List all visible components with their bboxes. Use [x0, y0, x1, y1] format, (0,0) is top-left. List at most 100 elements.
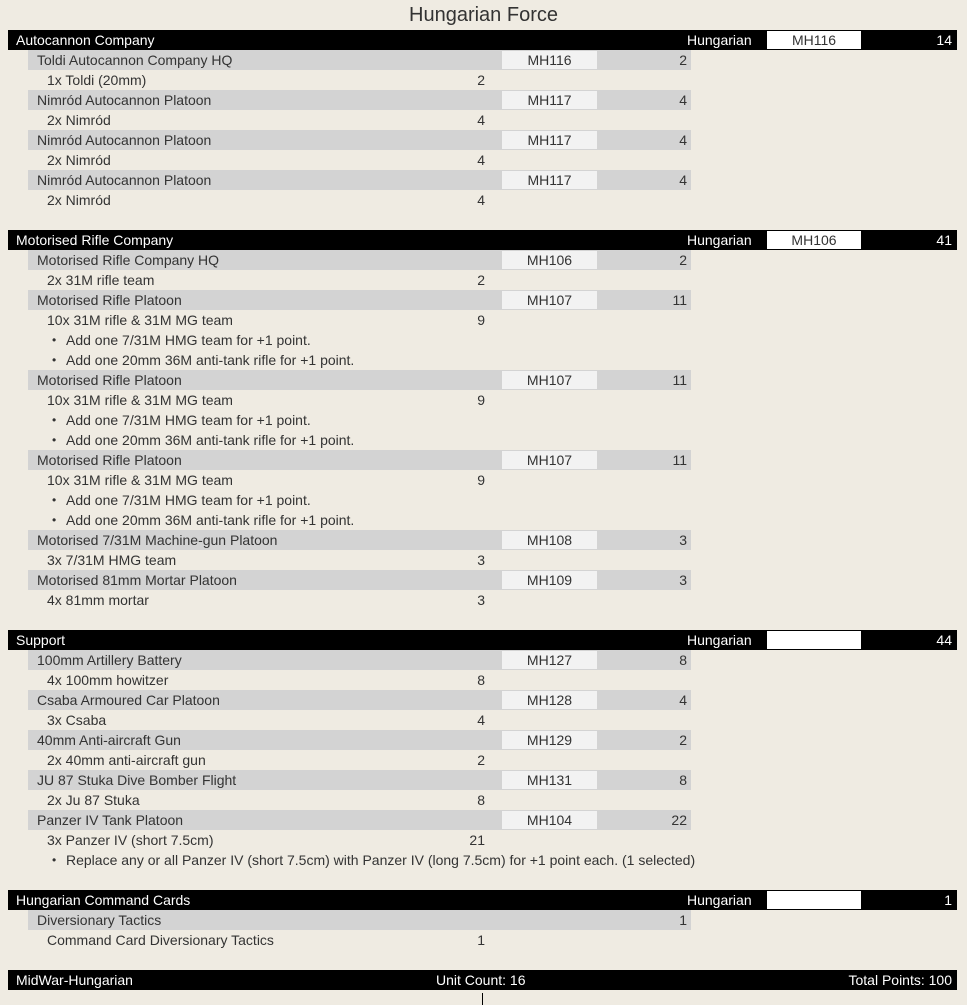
unit-name: 100mm Artillery Battery [37, 652, 182, 668]
unit-item: 2x 40mm anti-aircraft gun 2 [8, 750, 957, 770]
unit-row[interactable]: Motorised Rifle Company HQ MH106 2 [28, 250, 691, 270]
unit-item: 3x Csaba 4 [8, 710, 957, 730]
unit-row[interactable]: Panzer IV Tank Platoon MH104 22 [28, 810, 691, 830]
unit-item: 10x 31M rifle & 31M MG team 9 [8, 310, 957, 330]
option-text: Replace any or all Panzer IV (short 7.5c… [66, 852, 696, 868]
unit-points: 22 [671, 812, 687, 828]
unit-row[interactable]: Motorised Rifle Platoon MH107 11 [28, 290, 691, 310]
unit-row[interactable]: 100mm Artillery Battery MH127 8 [28, 650, 691, 670]
unit-row[interactable]: 40mm Anti-aircraft Gun MH129 2 [28, 730, 691, 750]
section-code [767, 891, 861, 909]
item-points: 4 [477, 112, 485, 128]
unit-name: Motorised Rifle Company HQ [37, 252, 220, 268]
option-text: Add one 7/31M HMG team for +1 point. [66, 492, 311, 508]
unit-row[interactable]: Csaba Armoured Car Platoon MH128 4 [28, 690, 691, 710]
item-points: 1 [477, 932, 485, 948]
section-name: Hungarian Command Cards [16, 892, 191, 908]
bullet-icon: • [52, 513, 57, 527]
item-name: 2x Nimród [47, 192, 111, 208]
item-points: 3 [477, 592, 485, 608]
total-points: Total Points: 100 [848, 972, 952, 988]
unit-points: 11 [672, 452, 687, 468]
item-name: 2x Nimród [47, 112, 111, 128]
unit-row[interactable]: Motorised 7/31M Machine-gun Platoon MH108… [28, 530, 691, 550]
unit-item: 3x Panzer IV (short 7.5cm) 21 [8, 830, 957, 850]
unit-points: 3 [679, 532, 687, 548]
unit-code: MH117 [502, 171, 597, 189]
unit-points: 11 [672, 292, 687, 308]
unit-name: Toldi Autocannon Company HQ [37, 52, 233, 68]
unit-row[interactable]: Diversionary Tactics 1 [28, 910, 691, 930]
unit-name: Nimród Autocannon Platoon [37, 92, 212, 108]
section-header[interactable]: Hungarian Command Cards Hungarian 1 [8, 890, 957, 910]
unit-name: JU 87 Stuka Dive Bomber Flight [37, 772, 237, 788]
option-text: Add one 7/31M HMG team for +1 point. [66, 412, 311, 428]
unit-row[interactable]: Toldi Autocannon Company HQ MH116 2 [28, 50, 691, 70]
item-name: 2x 31M rifle team [47, 272, 155, 288]
force-list: Autocannon Company Hungarian MH116 14 Toldi … [0, 30, 967, 950]
section-nation: Hungarian [687, 232, 752, 248]
item-name: 3x Csaba [47, 712, 107, 728]
unit-option: • Replace any or all Panzer IV (short 7.5… [8, 850, 957, 870]
unit-row[interactable]: Motorised Rifle Platoon MH107 11 [28, 450, 691, 470]
section-points: 14 [936, 32, 952, 48]
section-nation: Hungarian [687, 632, 752, 648]
section-header[interactable]: Motorised Rifle Company Hungarian MH106 41 [8, 230, 957, 250]
unit-name: Motorised 81mm Mortar Platoon [37, 572, 237, 588]
section-points: 41 [936, 232, 952, 248]
unit-code: MH128 [502, 691, 597, 709]
section-header[interactable]: Autocannon Company Hungarian MH116 14 [8, 30, 957, 50]
unit-row[interactable]: JU 87 Stuka Dive Bomber Flight MH131 8 [28, 770, 691, 790]
unit-row[interactable]: Nimród Autocannon Platoon MH117 4 [28, 130, 691, 150]
unit-points: 4 [679, 172, 687, 188]
item-name: 3x Panzer IV (short 7.5cm) [47, 832, 214, 848]
unit-points: 2 [679, 252, 687, 268]
item-points: 9 [477, 392, 485, 408]
item-points: 9 [477, 472, 485, 488]
item-points: 4 [477, 712, 485, 728]
option-text: Add one 7/31M HMG team for +1 point. [66, 332, 311, 348]
unit-name: Motorised 7/31M Machine-gun Platoon [37, 532, 278, 548]
unit-item: 2x 31M rifle team 2 [8, 270, 957, 290]
unit-row[interactable]: Nimród Autocannon Platoon MH117 4 [28, 90, 691, 110]
unit-points: 2 [679, 52, 687, 68]
bullet-icon: • [52, 853, 57, 867]
item-points: 8 [477, 792, 485, 808]
unit-row[interactable]: Motorised Rifle Platoon MH107 11 [28, 370, 691, 390]
unit-option: • Add one 7/31M HMG team for +1 point. [8, 330, 957, 350]
unit-option: • Add one 7/31M HMG team for +1 point. [8, 410, 957, 430]
section-name: Support [16, 632, 66, 648]
option-text: Add one 20mm 36M anti-tank rifle for +1 … [66, 352, 355, 368]
unit-code: MH127 [502, 651, 597, 669]
unit-name: 40mm Anti-aircraft Gun [37, 732, 181, 748]
item-name: 4x 100mm howitzer [47, 672, 169, 688]
unit-name: Motorised Rifle Platoon [37, 452, 182, 468]
unit-points: 4 [679, 132, 687, 148]
unit-option: • Add one 7/31M HMG team for +1 point. [8, 490, 957, 510]
unit-code: MH107 [502, 451, 597, 469]
page-title: Hungarian Force [409, 4, 558, 26]
section-code [767, 631, 861, 649]
unit-code: MH117 [502, 131, 597, 149]
item-name: 10x 31M rifle & 31M MG team [47, 312, 233, 328]
unit-option: • Add one 20mm 36M anti-tank rifle for +1… [8, 350, 957, 370]
bullet-icon: • [52, 433, 57, 447]
item-name: 2x Nimród [47, 152, 111, 168]
unit-option: • Add one 20mm 36M anti-tank rifle for +1… [8, 510, 957, 530]
item-name: 2x 40mm anti-aircraft gun [47, 752, 206, 768]
section-header[interactable]: Support Hungarian 44 [8, 630, 957, 650]
unit-name: Diversionary Tactics [37, 912, 162, 928]
bullet-icon: • [52, 413, 57, 427]
unit-points: 3 [679, 572, 687, 588]
unit-item: 10x 31M rifle & 31M MG team 9 [8, 470, 957, 490]
unit-item: 2x Ju 87 Stuka 8 [8, 790, 957, 810]
unit-code: MH131 [502, 771, 597, 789]
option-text: Add one 20mm 36M anti-tank rifle for +1 … [66, 512, 355, 528]
unit-name: Motorised Rifle Platoon [37, 292, 182, 308]
section: Support Hungarian 44 100mm Artillery Batter… [8, 630, 957, 870]
unit-points: 4 [679, 92, 687, 108]
unit-code: MH106 [502, 251, 597, 269]
unit-row[interactable]: Motorised 81mm Mortar Platoon MH109 3 [28, 570, 691, 590]
unit-row[interactable]: Nimród Autocannon Platoon MH117 4 [28, 170, 691, 190]
option-text: Add one 20mm 36M anti-tank rifle for +1 … [66, 432, 355, 448]
